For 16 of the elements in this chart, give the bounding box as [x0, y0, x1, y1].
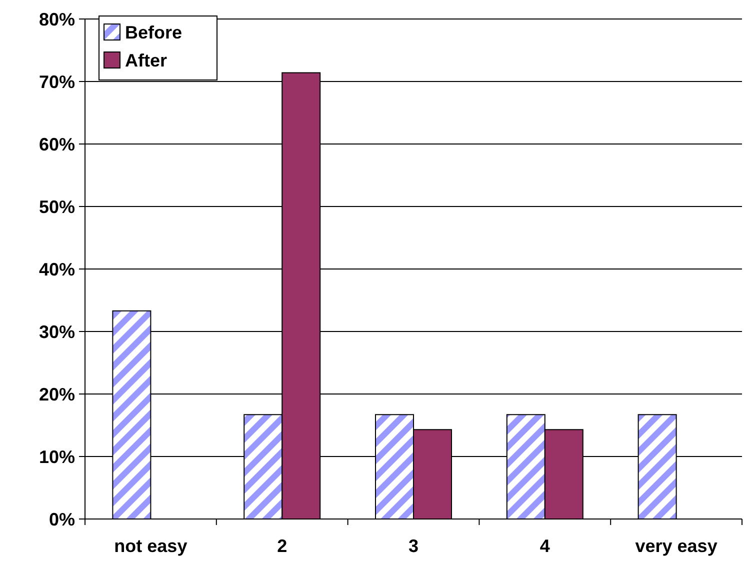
x-tick-label: 2 — [277, 536, 288, 556]
x-tick-label: 3 — [408, 536, 419, 556]
y-tick-label: 10% — [38, 446, 75, 467]
x-tick-label: 4 — [540, 536, 550, 556]
y-tick-label: 80% — [38, 9, 75, 30]
y-tick-label: 50% — [38, 196, 75, 217]
y-tick-label: 0% — [48, 509, 75, 530]
y-tick-label: 20% — [38, 384, 75, 404]
x-tick-label: not easy — [114, 536, 188, 556]
y-tick-label: 30% — [38, 322, 75, 342]
y-tick-label: 40% — [38, 259, 75, 280]
y-tick-label: 60% — [38, 134, 75, 154]
y-tick-label: 70% — [38, 72, 75, 92]
x-tick-label: very easy — [635, 536, 718, 556]
legend-label: Before — [125, 22, 182, 42]
legend-label: After — [125, 50, 168, 70]
